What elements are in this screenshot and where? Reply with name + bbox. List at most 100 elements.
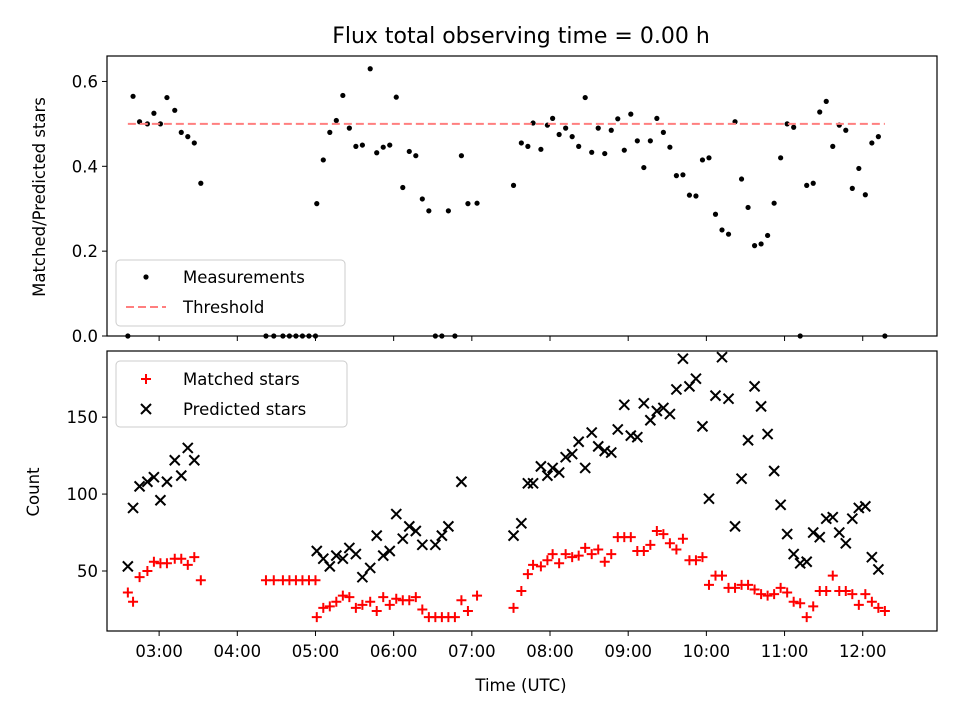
legend-label: Predicted stars xyxy=(183,400,306,419)
data-point xyxy=(756,589,767,600)
y-tick-label: 0.6 xyxy=(72,72,98,91)
data-point xyxy=(606,549,617,560)
data-point xyxy=(371,529,383,542)
data-point xyxy=(346,125,352,131)
data-point xyxy=(327,129,333,135)
data-point xyxy=(782,587,793,598)
data-point xyxy=(645,539,656,550)
data-point xyxy=(560,549,571,560)
data-point xyxy=(515,517,528,530)
data-point xyxy=(535,561,546,572)
data-point xyxy=(638,397,650,410)
data-point xyxy=(547,549,558,560)
data-point xyxy=(554,558,565,569)
data-point xyxy=(762,590,773,601)
data-point xyxy=(651,405,663,417)
data-point xyxy=(644,414,657,426)
data-point xyxy=(651,526,662,536)
legend-box xyxy=(115,259,346,327)
data-point xyxy=(310,575,321,586)
x-tick-label: 10:00 xyxy=(683,642,731,661)
data-point xyxy=(195,575,206,586)
data-point xyxy=(406,148,412,155)
data-point xyxy=(318,602,329,613)
data-point xyxy=(860,589,871,600)
data-point xyxy=(445,208,451,214)
data-point xyxy=(397,532,409,545)
data-point xyxy=(664,538,675,549)
data-point xyxy=(518,140,524,146)
data-point xyxy=(654,115,660,121)
data-point xyxy=(853,599,864,610)
data-point xyxy=(784,121,790,127)
data-point xyxy=(667,144,673,150)
data-point xyxy=(847,589,858,600)
data-point xyxy=(462,606,473,616)
data-point xyxy=(612,423,624,436)
data-point xyxy=(182,442,194,454)
data-point xyxy=(314,201,320,207)
data-point xyxy=(390,508,402,520)
data-point xyxy=(154,494,167,506)
data-point xyxy=(148,471,160,483)
data-point xyxy=(133,480,146,493)
data-point xyxy=(821,586,832,596)
legend-marker xyxy=(143,274,149,280)
data-point xyxy=(677,352,689,365)
x-tick-label: 09:00 xyxy=(604,642,652,661)
legend-label: Measurements xyxy=(183,268,305,287)
data-point xyxy=(185,134,191,140)
data-point xyxy=(755,400,767,413)
data-point xyxy=(324,601,335,612)
data-point xyxy=(474,200,480,206)
data-point xyxy=(567,552,578,563)
data-point xyxy=(862,192,868,198)
data-point xyxy=(696,420,709,433)
data-point xyxy=(582,94,588,101)
data-point xyxy=(709,389,722,402)
data-point xyxy=(456,595,467,606)
data-point xyxy=(553,466,565,479)
data-point xyxy=(738,176,745,182)
data-point xyxy=(671,544,682,555)
data-point xyxy=(833,526,845,539)
data-point xyxy=(384,599,395,610)
legend-marker xyxy=(141,374,151,384)
data-point xyxy=(337,590,348,601)
data-point xyxy=(367,66,373,72)
data-point xyxy=(377,549,389,562)
axes-frame xyxy=(106,350,938,632)
x-axis-label: Time (UTC) xyxy=(474,676,566,695)
data-point xyxy=(625,532,636,543)
data-point xyxy=(735,472,748,485)
data-point xyxy=(419,196,425,202)
data-point xyxy=(380,144,386,150)
data-point xyxy=(569,134,575,140)
data-point xyxy=(749,584,760,595)
data-point xyxy=(384,545,396,557)
data-point xyxy=(417,604,428,615)
data-point xyxy=(765,232,771,239)
data-point xyxy=(699,157,706,163)
data-point xyxy=(403,520,415,533)
data-point xyxy=(703,492,715,505)
data-point xyxy=(576,143,582,149)
data-point xyxy=(522,569,533,580)
data-point xyxy=(827,511,839,523)
data-point xyxy=(716,351,728,363)
data-point xyxy=(340,92,346,99)
data-point xyxy=(859,500,872,513)
data-point xyxy=(712,211,719,217)
data-point xyxy=(608,127,614,133)
data-point xyxy=(703,579,714,590)
legend-box xyxy=(115,360,348,428)
data-point xyxy=(127,502,139,514)
data-point xyxy=(615,116,621,122)
data-point xyxy=(840,586,851,596)
data-point xyxy=(748,380,761,393)
bottom-y-axis-label: Count xyxy=(24,467,43,517)
data-point xyxy=(525,143,531,149)
data-point xyxy=(426,208,432,214)
data-point xyxy=(745,204,751,211)
x-tick-label: 05:00 xyxy=(292,642,340,661)
